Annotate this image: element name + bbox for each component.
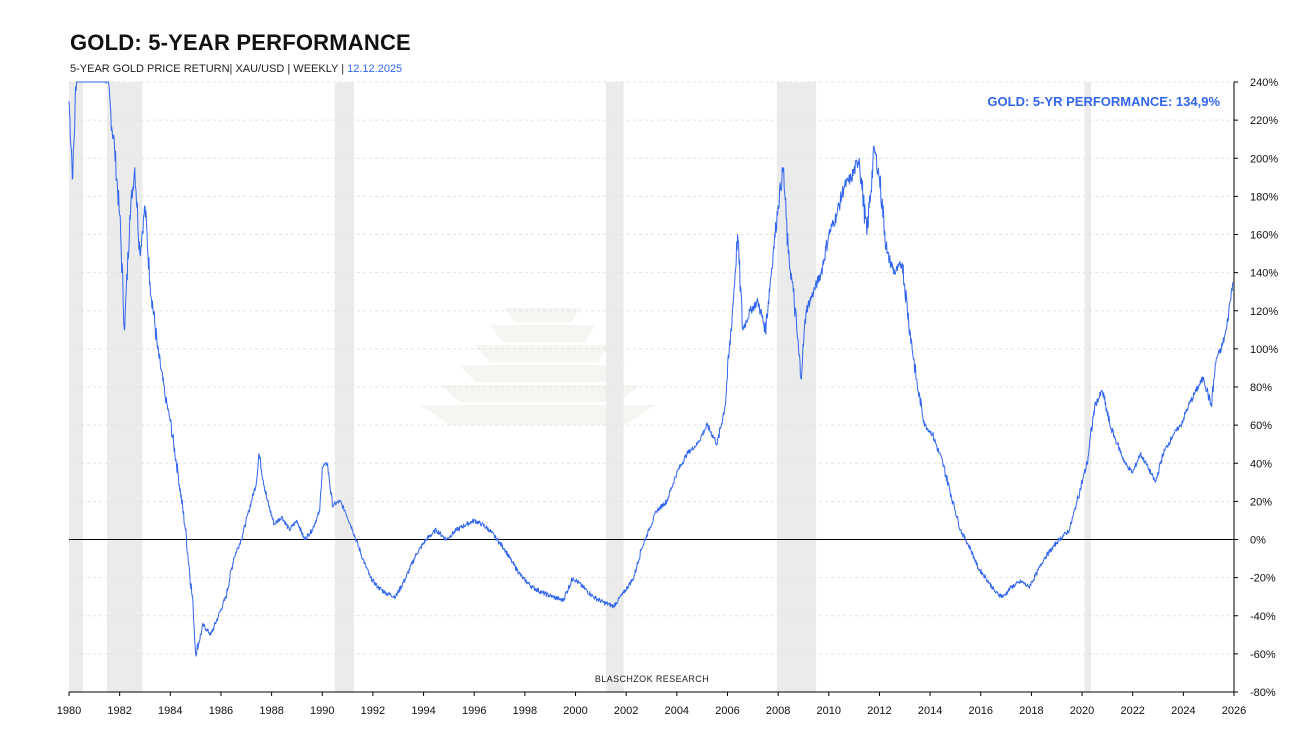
subtitle-text: 5-YEAR GOLD PRICE RETURN| XAU/USD | WEEK… — [70, 63, 345, 75]
x-tick-label: 1986 — [209, 705, 233, 717]
x-tick-label: 1998 — [513, 705, 537, 717]
x-tick-label: 1990 — [310, 705, 334, 717]
x-tick-label: 2014 — [918, 705, 942, 717]
y-tick-label: 120% — [1250, 306, 1278, 318]
x-tick-label: 1982 — [107, 705, 131, 717]
recession-band-5 — [1084, 82, 1091, 692]
x-tick-label: 2010 — [817, 705, 841, 717]
y-tick-label: -60% — [1250, 649, 1276, 661]
x-tick-label: 1984 — [158, 705, 182, 717]
x-tick-label: 2004 — [665, 705, 689, 717]
y-tick-label: 240% — [1250, 77, 1278, 89]
chart-subtitle: 5-YEAR GOLD PRICE RETURN| XAU/USD | WEEK… — [70, 63, 402, 75]
y-tick-label: 200% — [1250, 153, 1278, 165]
y-tick-label: -20% — [1250, 573, 1276, 585]
x-tick-label: 2006 — [715, 705, 739, 717]
y-tick-label: 180% — [1250, 191, 1278, 203]
y-tick-label: -40% — [1250, 611, 1276, 623]
credit-text: BLASCHZOK RESEARCH — [595, 674, 709, 684]
recession-band-3 — [605, 82, 624, 692]
grid-lines — [69, 81, 1238, 693]
chart-title: GOLD: 5-YEAR PERFORMANCE — [70, 30, 411, 55]
y-tick-label: 80% — [1250, 382, 1272, 394]
y-tick-label: 20% — [1250, 496, 1272, 508]
y-tick-label: 60% — [1250, 420, 1272, 432]
x-tick-label: 1980 — [57, 705, 81, 717]
tick-labels: 240% 220% 200% 180% 160% 140% 120% 100% 80% 60% 40… — [57, 77, 1279, 717]
watermark-logo — [420, 308, 655, 425]
series-line-0 — [68, 81, 1234, 657]
x-tick-label: 2024 — [1171, 705, 1195, 717]
x-tick-label: 1988 — [259, 705, 283, 717]
x-tick-label: 1992 — [361, 705, 385, 717]
y-tick-label: 100% — [1250, 344, 1278, 356]
y-tick-label: -80% — [1250, 687, 1276, 699]
performance-annotation: GOLD: 5-YR PERFORMANCE: 134,9% — [987, 94, 1220, 109]
x-tick-label: 2000 — [563, 705, 587, 717]
axes — [68, 82, 1235, 696]
series-layer — [68, 81, 1234, 657]
x-tick-label: 2008 — [766, 705, 790, 717]
x-tick-label: 2016 — [968, 705, 992, 717]
x-tick-label: 1996 — [462, 705, 486, 717]
y-tick-label: 40% — [1250, 458, 1272, 470]
x-tick-label: 1994 — [411, 705, 435, 717]
subtitle-date: 12.12.2025 — [347, 63, 403, 75]
x-tick-label: 2018 — [1019, 705, 1043, 717]
y-tick-label: 160% — [1250, 230, 1278, 242]
y-tick-label: 140% — [1250, 268, 1278, 280]
x-tick-label: 2026 — [1222, 705, 1246, 717]
y-tick-label: 0% — [1250, 535, 1266, 547]
y-tick-label: 220% — [1250, 115, 1278, 127]
x-tick-label: 2002 — [614, 705, 638, 717]
x-tick-label: 2020 — [1070, 705, 1094, 717]
x-tick-label: 2012 — [867, 705, 891, 717]
x-tick-label: 2022 — [1120, 705, 1144, 717]
